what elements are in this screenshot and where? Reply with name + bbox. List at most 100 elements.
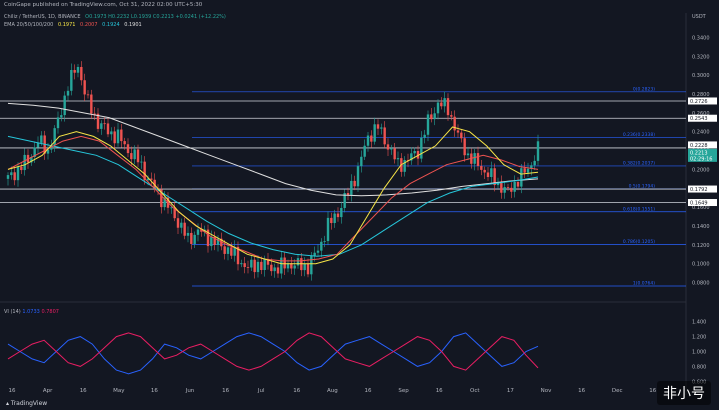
candle-body (500, 181, 503, 193)
x-tick-label: Aug (327, 388, 338, 394)
candle-body (386, 144, 390, 150)
x-tick-label: 16 (9, 388, 16, 394)
candle-body (10, 172, 13, 176)
ema100-line (7, 135, 539, 257)
candle-body (13, 172, 16, 181)
candle-body (510, 187, 513, 192)
candle-body (36, 142, 40, 148)
x-tick-label: May (113, 388, 125, 394)
candle-body (136, 149, 140, 163)
price-label-box (688, 199, 717, 207)
candle-body (33, 147, 36, 158)
price-label-text: 02:29:16 (690, 156, 712, 162)
y-tick-label: 0.3200 (692, 54, 710, 60)
y-tick-label: 0.0800 (692, 281, 710, 287)
symbol-text: Chiliz / TetherUS, 1D, BINANCE (4, 14, 81, 20)
candle-body (520, 168, 523, 187)
candle-body (513, 181, 516, 192)
candle-body (170, 207, 173, 209)
y-tick-label: 0.1600 (692, 205, 710, 211)
vi-minus-line (7, 332, 539, 371)
candle-body (220, 238, 223, 247)
candle-body (96, 113, 100, 129)
watermark-text: 非小号 (663, 386, 705, 402)
candle-body (290, 263, 293, 269)
candle-body (440, 102, 443, 107)
candle-body (316, 250, 320, 253)
candle-body (336, 213, 340, 218)
candle-body (486, 172, 490, 178)
candle-body (466, 153, 470, 156)
candle-body (230, 247, 233, 256)
ema200-line (7, 102, 539, 197)
candle-body (243, 263, 246, 268)
price-label-box (688, 141, 717, 149)
candle-body (333, 213, 336, 224)
candle-body (100, 123, 103, 129)
candle-body (370, 135, 373, 142)
candle-body (193, 234, 196, 244)
candle-body (160, 189, 163, 208)
x-tick-label: 16 (365, 388, 372, 394)
candle-body (250, 259, 253, 268)
candle-body (330, 217, 333, 224)
fib-level-label: 0.236(0.2338) (623, 132, 655, 138)
candle-body (286, 263, 290, 269)
candle-body (270, 264, 273, 272)
candle-body (506, 187, 510, 188)
candle-body (373, 124, 376, 142)
candle-body (103, 123, 106, 125)
candle-body (450, 115, 453, 117)
candle-body (116, 129, 120, 144)
candle-body (86, 94, 90, 96)
fib-level-label: 0.786(0.1205) (623, 239, 655, 245)
x-tick-label: 16 (151, 388, 158, 394)
x-tick-label: Nov (541, 388, 552, 394)
candle-body (80, 66, 83, 81)
tradingview-text: TradingView (10, 400, 48, 407)
candle-body (226, 247, 230, 254)
ema20-line (7, 126, 539, 265)
candle-body (216, 238, 220, 245)
ema50-value: 0.2007 (80, 22, 98, 28)
candle-body (30, 157, 33, 163)
price-label-text: 0.1649 (690, 201, 708, 207)
candle-body (533, 160, 536, 166)
y-tick-label: 0.1200 (692, 243, 710, 249)
candle-body (186, 232, 190, 236)
fib-level-label: 0(0.2823) (633, 86, 655, 92)
candle-body (140, 161, 143, 163)
watermark: 非小号 (657, 381, 711, 405)
y-tick-label: 0.1000 (692, 262, 710, 268)
publisher-header: CoinGape published on TradingView.com, O… (0, 0, 719, 13)
candle-body (350, 180, 353, 195)
candle-body (143, 161, 146, 181)
candle-body (376, 124, 380, 129)
price-label-text: 0.2543 (690, 116, 708, 122)
candle-body (296, 258, 300, 266)
candle-body (323, 241, 326, 242)
y-tick-label: 0.1400 (692, 224, 710, 230)
x-tick-label: 16 (222, 388, 229, 394)
candle-body (246, 267, 250, 268)
candle-body (153, 179, 156, 189)
candle-body (293, 265, 296, 269)
ema-legend: EMA 20/50/100/200 0.1971 0.2007 0.1924 0… (4, 22, 145, 28)
ema200-value: 0.1901 (124, 22, 142, 28)
vi-y-tick-label: 1.400 (692, 320, 706, 326)
candle-body (360, 156, 363, 167)
candle-body (303, 263, 306, 271)
candle-body (436, 102, 440, 114)
candle-body (223, 246, 226, 254)
candle-body (443, 98, 446, 107)
candle-body (446, 98, 450, 116)
tradingview-logo[interactable]: ▴ TradingView (6, 400, 48, 407)
y-tick-label: 0.2400 (692, 130, 710, 136)
x-tick-label: 16 (578, 388, 585, 394)
symbol-legend: Chiliz / TetherUS, 1D, BINANCE O0.1973 H… (4, 14, 229, 20)
candle-body (66, 90, 70, 96)
candle-body (530, 165, 533, 169)
candle-body (516, 181, 520, 187)
ema20-value: 0.1971 (57, 22, 76, 28)
